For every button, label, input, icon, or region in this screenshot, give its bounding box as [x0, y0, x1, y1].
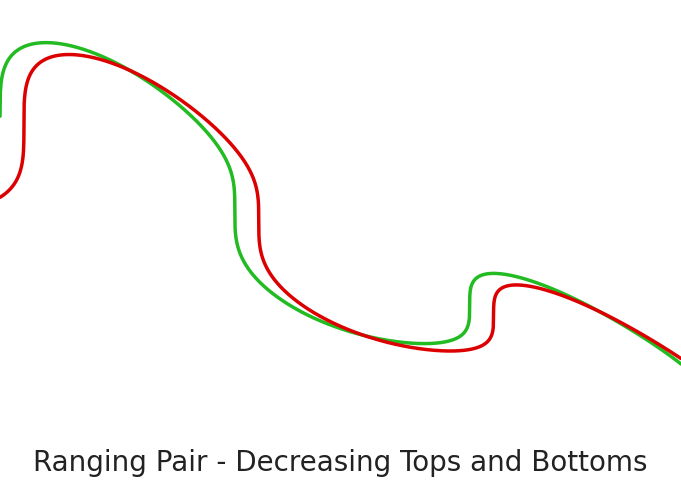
Text: Ranging Pair - Decreasing Tops and Bottoms: Ranging Pair - Decreasing Tops and Botto… [33, 450, 648, 477]
